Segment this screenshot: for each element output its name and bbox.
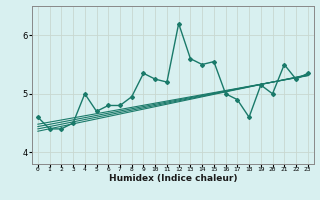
X-axis label: Humidex (Indice chaleur): Humidex (Indice chaleur) [108,174,237,183]
